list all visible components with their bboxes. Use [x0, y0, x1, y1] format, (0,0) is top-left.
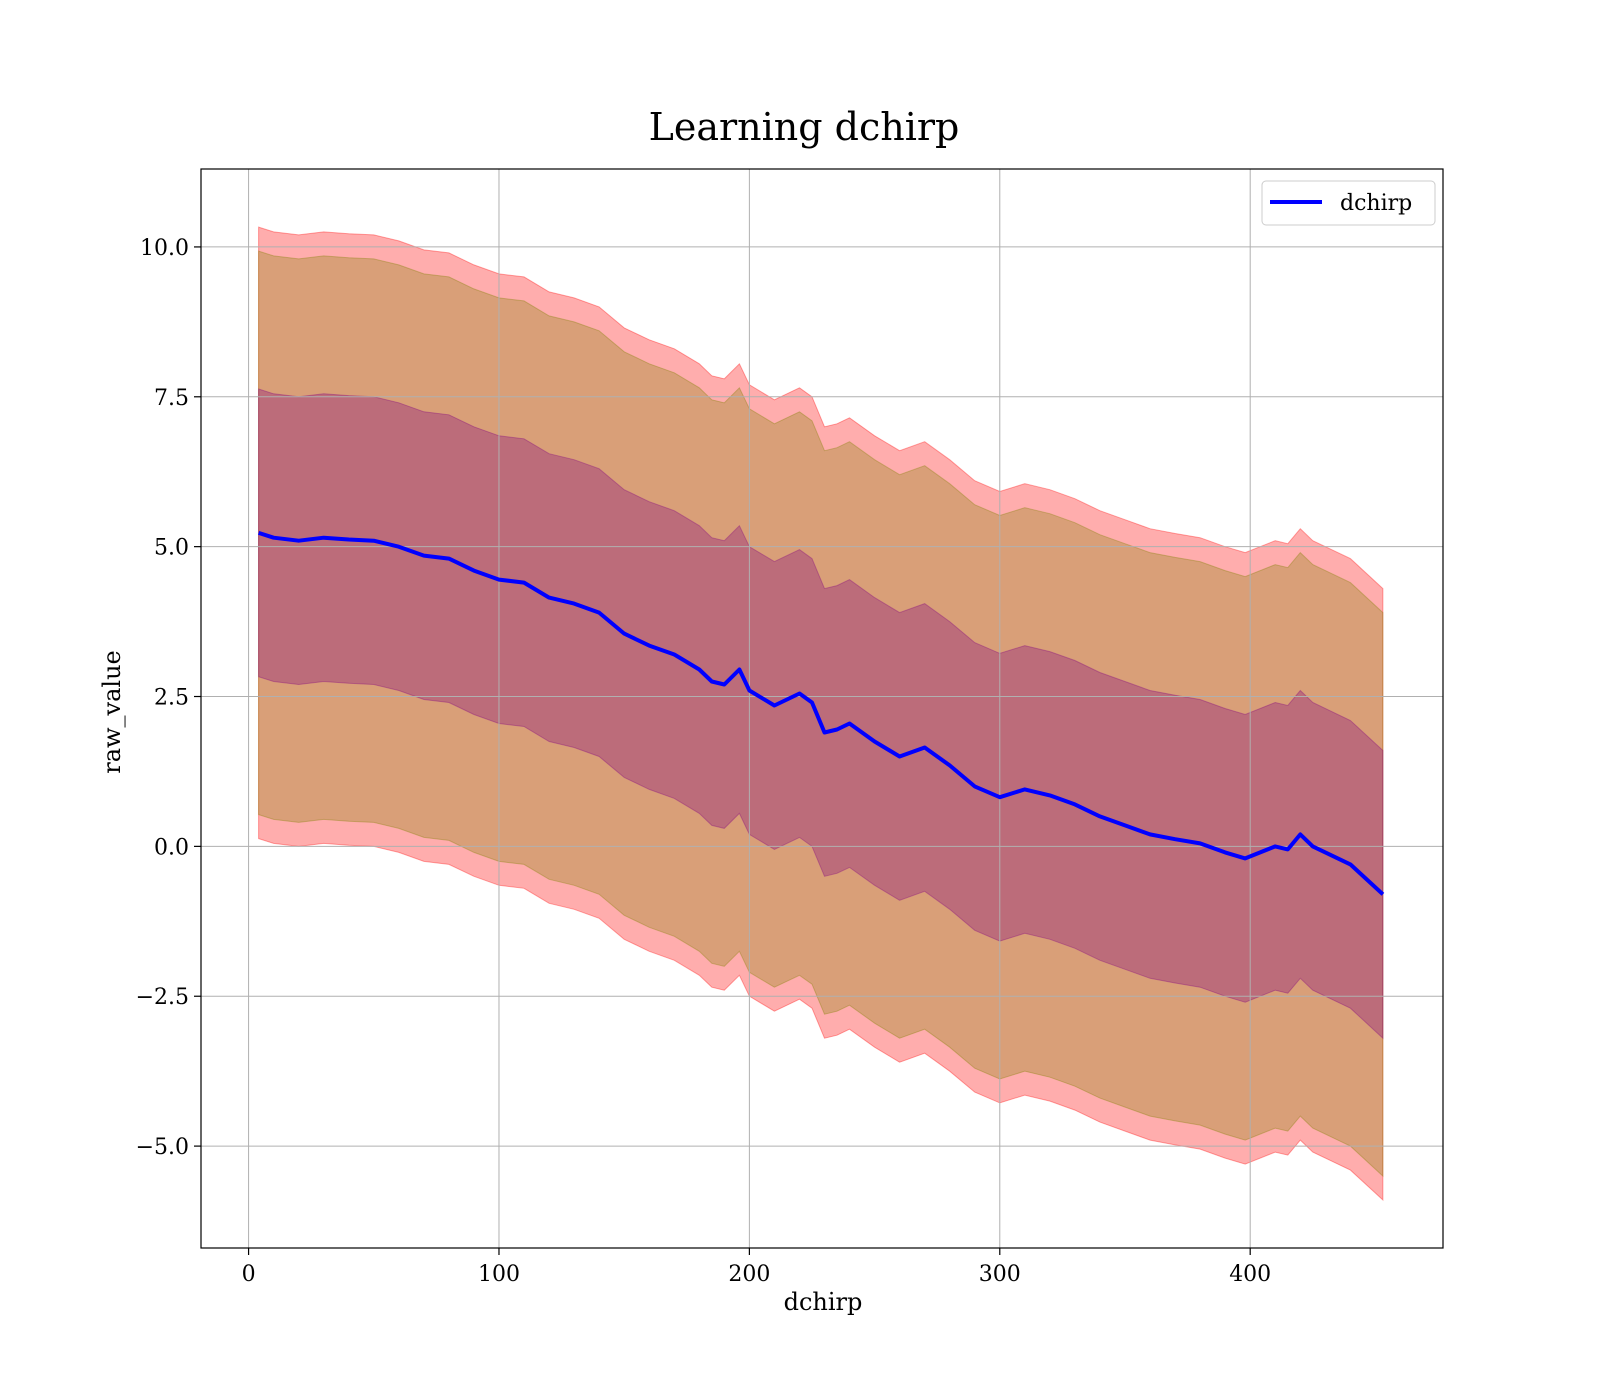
plot-area [200, 168, 1444, 1249]
x-axis-ticks: 0 100 200 300 400 [242, 1248, 1271, 1287]
confidence-bands [258, 226, 1384, 1202]
y-axis-ticks: −5.0 −2.5 0.0 2.5 5.0 7.5 10.0 [136, 236, 201, 1160]
x-tick-label: 300 [979, 1262, 1021, 1287]
chart-title: Learning dchirp [649, 105, 960, 149]
plot-frame [200, 168, 1444, 1249]
legend-label: dchirp [1340, 191, 1412, 216]
x-axis-label: dchirp [784, 1288, 863, 1316]
y-tick-label: 5.0 [154, 536, 189, 561]
y-tick-label: 2.5 [154, 686, 189, 711]
x-tick-label: 100 [478, 1262, 520, 1287]
y-tick-label: 0.0 [154, 835, 189, 860]
series-lines [257, 530, 1385, 896]
y-tick-label: 10.0 [140, 236, 189, 261]
y-tick-label: −5.0 [136, 1135, 189, 1160]
legend: dchirp [1261, 180, 1436, 226]
series-line-dchirp [257, 530, 1385, 896]
x-tick-label: 0 [242, 1262, 256, 1287]
x-tick-label: 400 [1229, 1262, 1271, 1287]
y-tick-label: −2.5 [136, 985, 189, 1010]
legend-box [1261, 180, 1436, 226]
y-axis-label: raw_value [98, 650, 126, 774]
band-mid [258, 250, 1384, 1178]
x-tick-label: 200 [728, 1262, 770, 1287]
y-tick-label: 7.5 [154, 386, 189, 411]
band-inner [258, 388, 1384, 1040]
grid-lines [201, 169, 1443, 1248]
band-outer [258, 226, 1384, 1202]
